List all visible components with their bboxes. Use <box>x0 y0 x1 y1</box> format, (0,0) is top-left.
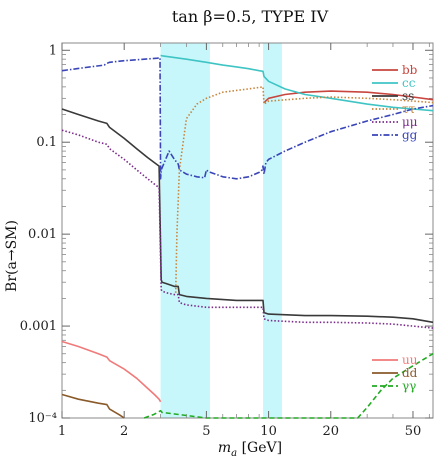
shaded-band-1 <box>263 43 282 418</box>
legend-label-cc: cc <box>402 76 416 90</box>
shaded-band-0 <box>160 43 210 418</box>
series-line-gg <box>61 56 434 180</box>
chart-title: tan β=0.5, TYPE IV <box>172 7 329 26</box>
series-lines <box>61 54 434 419</box>
series-line-ττ <box>174 86 434 293</box>
y-tick-label: 10⁻⁴ <box>28 411 57 426</box>
minor-ticks <box>62 43 433 418</box>
series-line-bb <box>263 90 434 104</box>
legend-label-dd: dd <box>402 366 418 380</box>
x-tick-label: 2 <box>120 424 128 439</box>
shaded-bands <box>160 43 282 418</box>
series-line-μμ <box>61 129 434 329</box>
y-tick-label: 0.001 <box>20 319 57 334</box>
legend-label-gg: gg <box>402 128 418 142</box>
x-tick-label: 10 <box>260 424 277 439</box>
series-line-cc <box>160 54 434 112</box>
y-tick-label: 1 <box>49 43 57 58</box>
x-tick-label: 50 <box>405 424 422 439</box>
legend-label-ττ: ττ <box>402 102 416 116</box>
x-tick-label: 5 <box>202 424 210 439</box>
y-tick-label: 0.1 <box>36 135 57 150</box>
series-line-ss <box>61 108 434 324</box>
legend-label-μμ: μμ <box>402 115 418 129</box>
y-axis-ticks: 1 0.1 0.01 0.001 10⁻⁴ <box>20 43 433 426</box>
legend-label-γγ: γγ <box>402 379 416 393</box>
series-line-γγ <box>143 353 434 419</box>
x-tick-label: 1 <box>58 424 66 439</box>
legend-label-ss: ss <box>402 89 414 103</box>
y-tick-label: 0.01 <box>28 227 57 242</box>
x-axis-ticks: 1 2 5 10 20 50 <box>58 43 421 439</box>
x-tick-label: 20 <box>322 424 339 439</box>
y-axis-label: Br(a→SM) <box>4 220 20 292</box>
x-axis-label: ma [GeV] <box>218 440 282 459</box>
legend-label-uu: uu <box>402 353 418 367</box>
series-line-uu <box>61 340 162 403</box>
legend-label-bb: bb <box>402 63 418 77</box>
series-line-dd <box>61 393 125 419</box>
